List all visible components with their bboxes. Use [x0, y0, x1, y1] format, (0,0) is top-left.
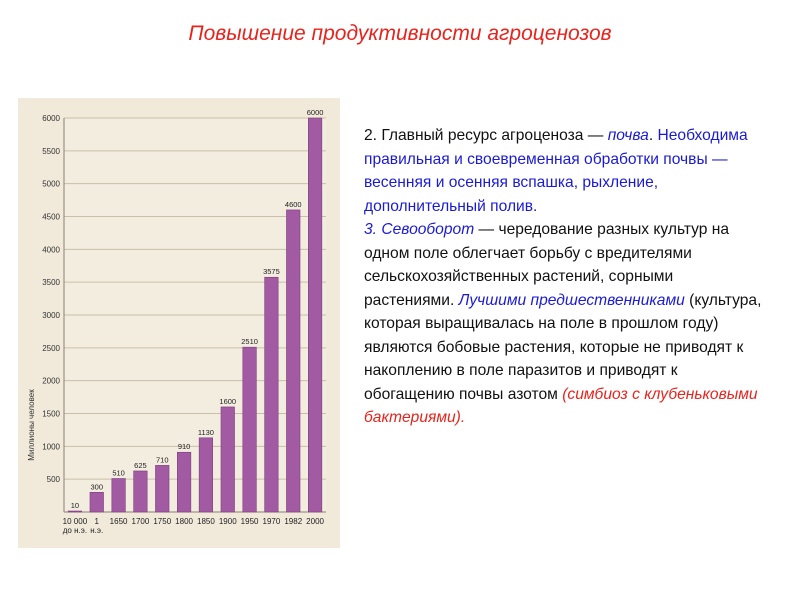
soil-period: .: [648, 127, 654, 144]
y-tick-label: 2500: [42, 344, 60, 353]
bar: [220, 406, 235, 513]
bar: [133, 470, 148, 513]
y-tick-label: 6000: [42, 114, 60, 123]
x-tick-label: 1850: [197, 517, 215, 526]
bar: [155, 465, 170, 513]
x-tick-label: 10 000: [63, 517, 88, 526]
paragraph-soil: 2. Главный ресурс агроценоза — почва. Не…: [364, 124, 764, 218]
y-tick-label: 5000: [42, 180, 60, 189]
x-tick-label: 1970: [263, 517, 281, 526]
symbiosis-note: (симбиоз с клубеньковыми бактериями).: [364, 385, 758, 427]
bar: [242, 346, 257, 513]
bar: [177, 451, 192, 513]
predecessors-term: Лучшими предшественниками: [458, 291, 685, 309]
rotation-definition: — чередование разных культур на одном по…: [364, 221, 730, 309]
soil-term: почва: [607, 127, 649, 144]
rotation-term: 3. Севооборот: [364, 221, 475, 238]
bar: [111, 478, 126, 513]
x-tick-label: 1: [95, 517, 100, 526]
y-tick-label: 1000: [42, 442, 60, 451]
x-tick-label: 1650: [110, 517, 128, 526]
bar-value-label: 710: [156, 455, 169, 464]
population-chart: 500 1000 1500 2000 2500 3000 3500 4000 4500 5000 5…: [18, 98, 340, 548]
x-tick-label: до н.э.: [63, 526, 87, 535]
x-tick-label: 1800: [175, 517, 193, 526]
x-tick-label: н.э.: [90, 526, 103, 535]
y-tick-label: 2000: [42, 377, 60, 386]
y-tick-label: 3000: [42, 311, 60, 320]
x-tick-label: 1982: [284, 517, 302, 526]
y-tick-label: 1500: [42, 410, 60, 419]
bar-value-label: 4600: [285, 200, 302, 209]
bar-value-label: 910: [178, 442, 191, 451]
bar-value-label: 10: [71, 501, 79, 510]
bar-value-label: 625: [134, 461, 147, 470]
bar: [286, 209, 301, 513]
y-tick-label: 5500: [42, 147, 60, 156]
x-tick-label: 2000: [306, 517, 324, 526]
slide-title: Повышение продуктивности агроценозов: [188, 22, 612, 45]
paragraph-rotation: 3. Севооборот — чередование разных культ…: [364, 218, 764, 430]
soil-treatment: Необходима правильная и своевременная об…: [364, 127, 748, 215]
bar-value-label: 1600: [219, 397, 236, 406]
bar: [308, 117, 323, 513]
bar-value-label: 2510: [241, 337, 258, 346]
bar: [89, 491, 104, 513]
bar-value-label: 300: [90, 482, 103, 491]
body-text: 2. Главный ресурс агроценоза — почва. Не…: [364, 124, 764, 430]
bar: [198, 437, 213, 513]
y-axis-title: Миллионы человек: [27, 389, 36, 461]
soil-lead: 2. Главный ресурс агроценоза —: [364, 127, 608, 144]
x-tick-label: 1750: [153, 517, 171, 526]
bar-value-label: 1130: [198, 428, 214, 437]
y-tick-label: 500: [47, 475, 61, 484]
bar-value-label: 3575: [263, 267, 280, 276]
x-tick-label: 1700: [132, 517, 150, 526]
chart-svg: 500 1000 1500 2000 2500 3000 3500 4000 4500 5000 5…: [27, 108, 326, 535]
predecessors-text: (культура, которая выращивалась на поле …: [364, 291, 762, 403]
x-tick-label: 1950: [241, 517, 259, 526]
y-tick-label: 4000: [42, 245, 60, 254]
bar: [67, 510, 82, 513]
y-tick-label: 3500: [42, 278, 60, 287]
bar: [264, 276, 279, 513]
bar-value-label: 510: [112, 469, 125, 478]
bar-value-label: 6000: [307, 108, 324, 117]
x-tick-label: 1900: [219, 517, 237, 526]
y-tick-label: 4500: [42, 213, 60, 222]
